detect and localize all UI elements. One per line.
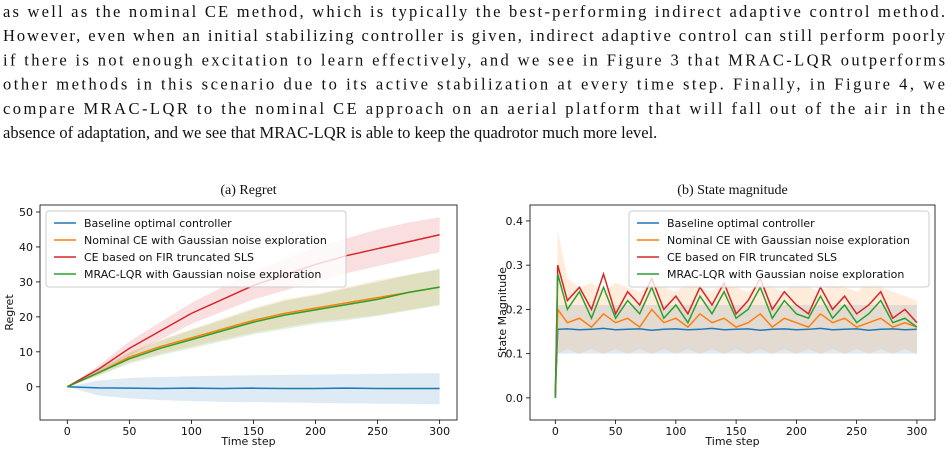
series-line bbox=[66, 286, 440, 388]
paragraph-line: However, even when an initial stabilizin… bbox=[3, 26, 946, 45]
confidence-band bbox=[67, 268, 440, 387]
paragraph-line: as well as the nominal CE method, which … bbox=[3, 2, 945, 21]
y-tick-label: 10 bbox=[19, 346, 33, 359]
y-tick-label: 0.1 bbox=[506, 348, 524, 361]
paragraph-line: compare MRAC-LQR to the nominal CE appro… bbox=[3, 99, 945, 118]
x-tick-label: 50 bbox=[122, 425, 136, 438]
confidence-band bbox=[67, 269, 440, 387]
series-line bbox=[554, 307, 918, 398]
x-tick-label: 100 bbox=[665, 425, 686, 438]
legend-label: CE based on FIR truncated SLS bbox=[667, 251, 837, 264]
chart-title: (b) State magnitude bbox=[677, 183, 787, 198]
confidence-band bbox=[67, 217, 440, 387]
series-group bbox=[554, 229, 918, 398]
series-group bbox=[66, 217, 440, 405]
y-tick-label: 0 bbox=[26, 381, 33, 394]
x-tick-label: 200 bbox=[305, 425, 326, 438]
legend: Baseline optimal controller Nominal CE wi… bbox=[45, 210, 347, 288]
y-tick-label: 0.2 bbox=[506, 303, 524, 316]
legend-box bbox=[628, 210, 930, 288]
series-line bbox=[66, 286, 440, 388]
plot-frame bbox=[39, 204, 458, 421]
series-line bbox=[67, 386, 440, 390]
x-tick-label: 50 bbox=[609, 425, 623, 438]
legend-label: Nominal CE with Gaussian noise explorati… bbox=[667, 234, 910, 247]
paragraph-line: absence of adaptation, and we see that M… bbox=[3, 123, 657, 142]
legend: Baseline optimal controller Nominal CE wi… bbox=[628, 210, 930, 288]
plot-frame bbox=[529, 204, 936, 421]
paragraph-line: if there is not enough excitation to lea… bbox=[3, 50, 945, 69]
confidence-band bbox=[555, 304, 917, 398]
x-tick-label: 300 bbox=[906, 425, 927, 438]
plot-area bbox=[66, 217, 440, 405]
legend-box bbox=[45, 210, 347, 288]
series-line bbox=[554, 327, 917, 398]
y-tick-label: 30 bbox=[19, 276, 33, 289]
y-tick-label: 20 bbox=[19, 311, 33, 324]
y-axis-label: State Magnitude bbox=[496, 267, 509, 358]
legend-label: Baseline optimal controller bbox=[667, 217, 815, 230]
paragraph-line: other methods in this scenario due to it… bbox=[3, 75, 945, 94]
chart-title: (a) Regret bbox=[220, 183, 276, 198]
legend-label: CE based on FIR truncated SLS bbox=[84, 251, 254, 264]
legend-label: MRAC-LQR with Gaussian noise exploration bbox=[667, 268, 904, 281]
y-tick-label: 0.0 bbox=[506, 392, 524, 405]
x-axis-label: Time step bbox=[704, 435, 759, 448]
x-tick-label: 150 bbox=[726, 425, 747, 438]
plot-area bbox=[554, 229, 918, 398]
x-tick-label: 250 bbox=[367, 425, 388, 438]
y-tick-label: 0.3 bbox=[506, 259, 524, 272]
legend-label: MRAC-LQR with Gaussian noise exploration bbox=[84, 268, 321, 281]
legend-label: Nominal CE with Gaussian noise explorati… bbox=[84, 234, 327, 247]
x-axis-label: Time step bbox=[220, 435, 275, 448]
legend-label: Baseline optimal controller bbox=[84, 217, 232, 230]
series-line bbox=[554, 264, 918, 398]
x-tick-label: 150 bbox=[243, 425, 264, 438]
x-tick-label: 250 bbox=[846, 425, 867, 438]
x-tick-label: 0 bbox=[64, 425, 71, 438]
series-line bbox=[554, 273, 918, 398]
y-axis-label: Regret bbox=[3, 294, 16, 331]
x-tick-label: 100 bbox=[181, 425, 202, 438]
y-tick-label: 0.4 bbox=[506, 215, 524, 228]
x-tick-label: 0 bbox=[552, 425, 559, 438]
x-tick-label: 200 bbox=[786, 425, 807, 438]
x-tick-label: 300 bbox=[429, 425, 450, 438]
y-tick-label: 50 bbox=[19, 206, 33, 219]
y-tick-label: 40 bbox=[19, 241, 33, 254]
